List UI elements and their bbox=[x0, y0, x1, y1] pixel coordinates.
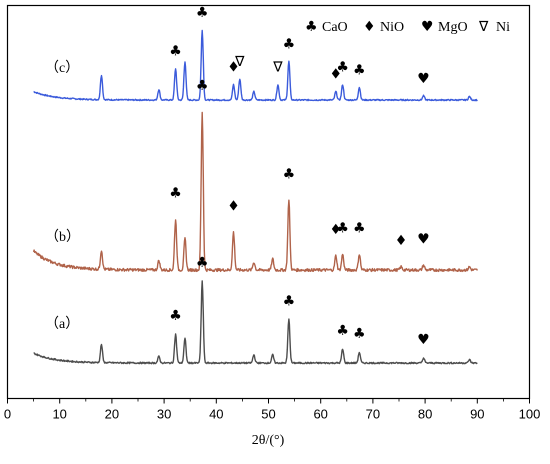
legend-symbol: ♥ bbox=[421, 19, 434, 35]
phase-marker: ♣ bbox=[283, 293, 296, 309]
phase-marker: ♦ bbox=[227, 198, 240, 214]
phase-marker: ♣ bbox=[283, 167, 296, 183]
phase-marker: ∇ bbox=[272, 60, 283, 76]
phase-marker: ♣ bbox=[353, 62, 366, 78]
phase-marker: ♣ bbox=[169, 44, 182, 60]
legend-label: CaO bbox=[322, 20, 348, 35]
marker-layer: ♣♣♦∇ ∇♣♦♣ ♣♥♣♣♦♣♦♣ ♣♦ ♥♣♣♣♣ ♣ ♥ bbox=[169, 5, 430, 348]
x-tick-label: 100 bbox=[519, 407, 541, 422]
x-tick-label: 60 bbox=[313, 407, 327, 422]
series-line bbox=[33, 280, 478, 365]
phase-marker: ♣ bbox=[336, 60, 349, 76]
plot-frame bbox=[6, 4, 531, 400]
legend-symbol: ∇ bbox=[478, 19, 489, 35]
phase-marker: ♥ bbox=[417, 332, 430, 348]
series-line bbox=[33, 29, 478, 102]
x-tick-label: 90 bbox=[470, 407, 484, 422]
legend-label: NiO bbox=[380, 20, 404, 35]
phase-marker: ♣ bbox=[336, 323, 349, 339]
series-label: （c） bbox=[45, 60, 79, 76]
x-axis: 0 10 20 30 40 50 60 70 80 90 100 bbox=[4, 398, 541, 422]
phase-marker: ♦ bbox=[330, 222, 343, 238]
legend: ♣ CaO ♦ NiO ♥ MgO ∇ Ni bbox=[305, 19, 510, 35]
phase-marker: ♣ bbox=[353, 326, 366, 342]
x-tick-label: 30 bbox=[157, 407, 171, 422]
phase-marker: ♣ bbox=[169, 308, 182, 324]
phase-marker: ♥ bbox=[417, 231, 430, 247]
phase-marker: ♣ bbox=[196, 5, 209, 21]
legend-symbol: ♦ bbox=[363, 19, 376, 35]
x-tick-label: 70 bbox=[366, 407, 380, 422]
x-tick-label: 50 bbox=[261, 407, 275, 422]
legend-symbol: ♣ bbox=[305, 19, 318, 35]
x-tick-label: 0 bbox=[4, 407, 11, 422]
x-tick-label: 20 bbox=[105, 407, 119, 422]
phase-marker: ♦ bbox=[330, 67, 343, 83]
phase-marker: ∇ bbox=[234, 54, 245, 70]
series-label: （a） bbox=[45, 316, 79, 332]
legend-label: MgO bbox=[438, 20, 468, 35]
phase-marker: ♣ bbox=[196, 255, 209, 271]
phase-marker: ♣ bbox=[353, 220, 366, 236]
phase-marker: ♥ bbox=[417, 71, 430, 87]
phase-marker: ♣ bbox=[336, 220, 349, 236]
series-layer: （c） （b） （a） bbox=[32, 29, 478, 365]
x-axis-title: 2θ/(°) bbox=[252, 433, 285, 448]
phase-marker: ♦ bbox=[395, 233, 408, 249]
x-tick-label: 40 bbox=[209, 407, 223, 422]
phase-marker: ♣ bbox=[283, 37, 296, 53]
x-tick-label: 80 bbox=[418, 407, 432, 422]
phase-marker: ♦ bbox=[227, 60, 240, 76]
legend-label: Ni bbox=[496, 20, 510, 35]
series-line bbox=[32, 111, 478, 273]
phase-marker: ♣ bbox=[196, 78, 209, 94]
series-label: （b） bbox=[45, 229, 80, 245]
phase-marker: ♣ bbox=[169, 186, 182, 202]
x-tick-label: 10 bbox=[52, 407, 66, 422]
